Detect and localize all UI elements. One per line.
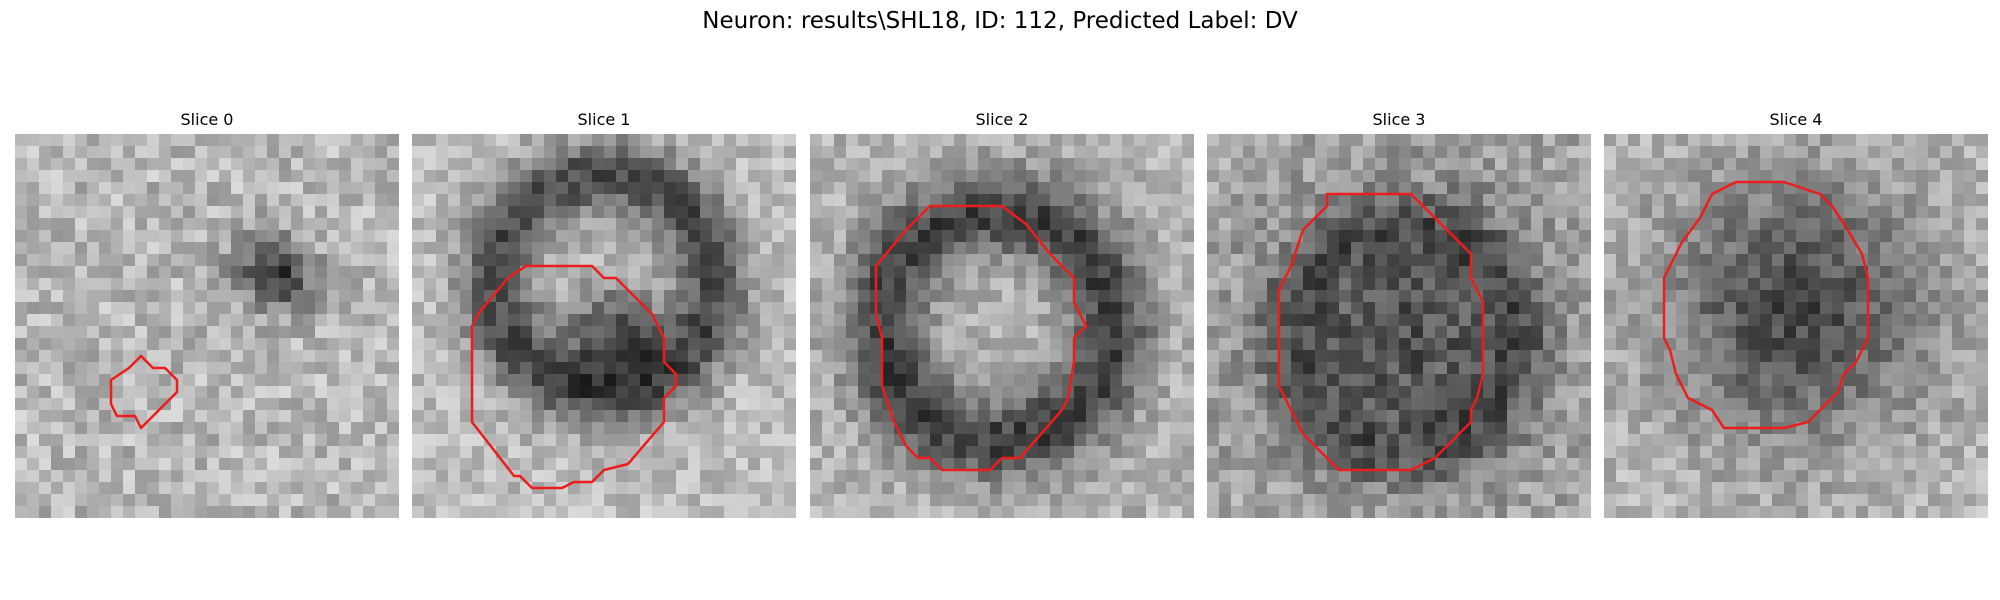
roi-contour xyxy=(1277,192,1485,472)
slice-image-panel xyxy=(1207,134,1591,518)
roi-contour xyxy=(109,354,179,430)
pixel-grid xyxy=(1604,134,1988,518)
slice-image-panel xyxy=(15,134,399,518)
pixel-grid xyxy=(810,134,1194,518)
slice-title: Slice 2 xyxy=(975,110,1029,129)
slice-title: Slice 3 xyxy=(1372,110,1426,129)
slice-image-panel xyxy=(810,134,1194,518)
pixel-grid xyxy=(15,134,399,518)
slice-title: Slice 1 xyxy=(577,110,631,129)
roi-contour xyxy=(1662,180,1870,430)
slice-title: Slice 0 xyxy=(180,110,234,129)
pixel-grid xyxy=(1207,134,1591,518)
roi-contour xyxy=(874,204,1088,472)
slice-image-panel xyxy=(1604,134,1988,518)
slice-title: Slice 4 xyxy=(1769,110,1823,129)
pixel-grid xyxy=(412,134,796,518)
slice-image-panel xyxy=(412,134,796,518)
roi-contour xyxy=(470,264,678,490)
figure-title: Neuron: results\SHL18, ID: 112, Predicte… xyxy=(702,8,1298,34)
